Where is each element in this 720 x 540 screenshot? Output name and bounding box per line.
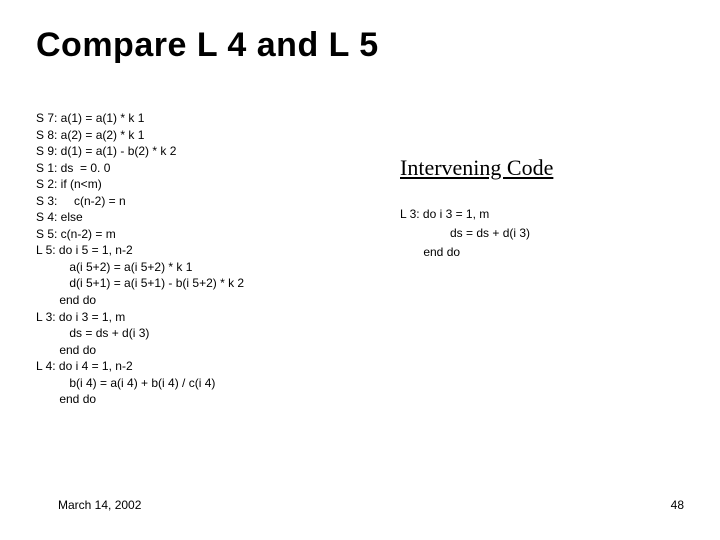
code-block-main: S 7: a(1) = a(1) * k 1 S 8: a(2) = a(2) … <box>36 110 244 408</box>
intervening-code-block: L 3: do i 3 = 1, m ds = ds + d(i 3) end … <box>400 205 530 263</box>
slide-title: Compare L 4 and L 5 <box>36 26 379 65</box>
slide: Compare L 4 and L 5 S 7: a(1) = a(1) * k… <box>0 0 720 540</box>
footer-date: March 14, 2002 <box>58 498 141 512</box>
footer-page-number: 48 <box>671 498 684 512</box>
intervening-code-heading: Intervening Code <box>400 155 553 181</box>
